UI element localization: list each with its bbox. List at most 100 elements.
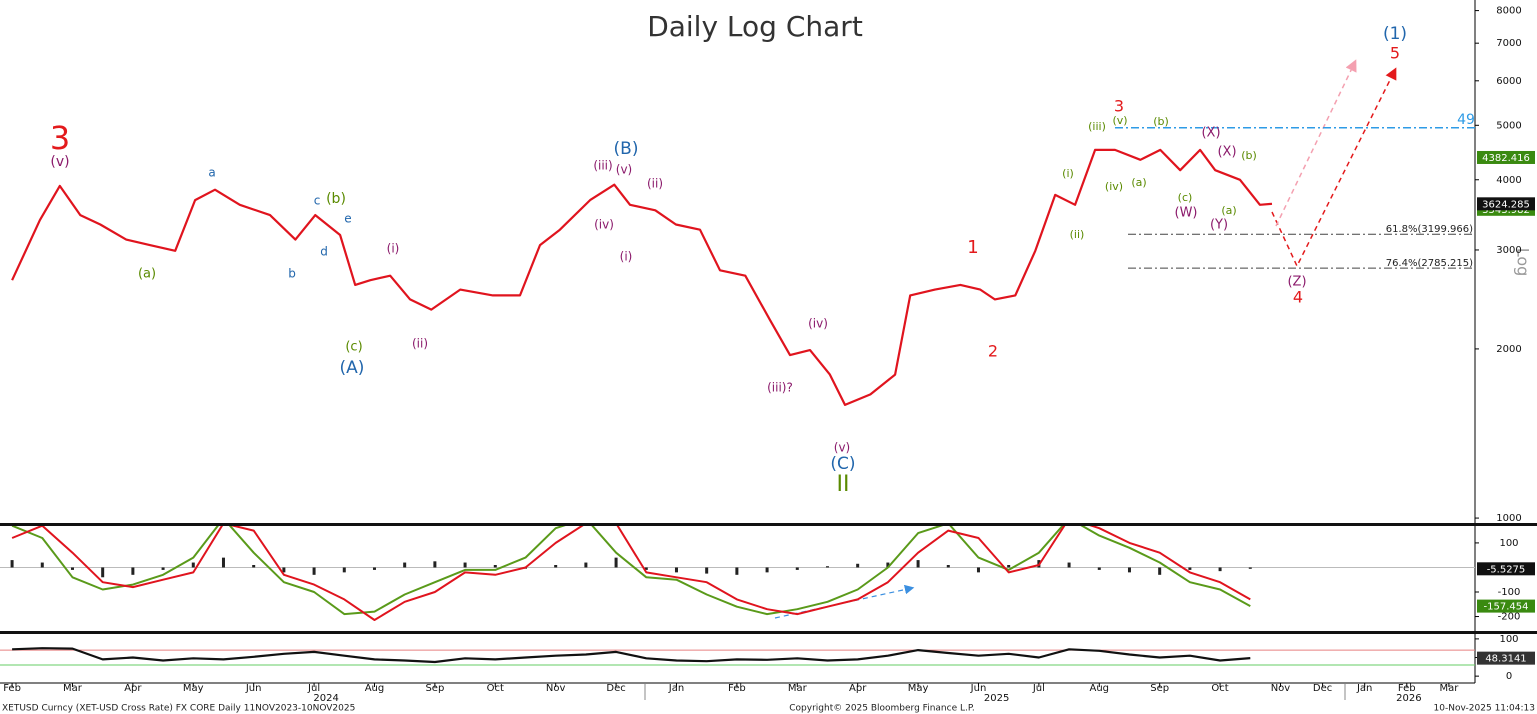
x-tick-label: Feb [728,683,746,694]
wave-label: 1 [967,237,978,258]
series-line [11,148,1273,406]
histogram-bar [10,560,14,568]
histogram-bar [705,567,709,574]
chart-title: Daily Log Chart [647,10,863,43]
wave-label: (Y) [1210,218,1228,233]
histogram-bar [825,566,829,568]
x-tick-label: Dec [606,683,625,694]
x-tick-label: Jan [1356,683,1372,694]
x-tick-label: Dec [1313,683,1332,694]
histogram-bar [433,561,437,568]
y-tick-label: 3000 [1496,245,1521,256]
y-tick-label: 6000 [1496,76,1521,87]
histogram-bar [463,562,467,568]
histogram-bar [674,567,678,573]
histogram-bar [131,567,135,575]
wave-label: (1) [1383,24,1407,44]
wave-label: (v) [834,441,850,455]
x-tick-label: May [908,683,929,694]
histogram-bar [644,567,648,570]
wave-label: (iii)? [767,381,793,395]
histogram-bar [886,562,890,568]
projection-arrow [1275,59,1357,227]
x-tick-label: Feb [3,683,21,694]
wave-label: (iii) [1088,120,1106,133]
histogram-bar [1218,567,1222,572]
wave-label: (v) [50,154,69,170]
x-tick-label: Apr [124,683,142,694]
histogram-bar [584,562,588,568]
histogram-bar [221,557,225,568]
panel [0,526,1475,621]
wave-label: c [314,194,321,208]
y-tick-label: 100 [1499,634,1518,645]
histogram-bar [161,567,165,570]
y-tick-label: -100 [1498,587,1521,598]
histogram-bar [916,560,920,568]
wave-label: (ii) [412,337,428,351]
wave-label: (i) [1062,167,1074,180]
histogram-bar [1158,567,1162,575]
histogram-bar [1248,567,1252,569]
x-tick-label: Apr [849,683,867,694]
x-tick-label: Jun [970,683,987,694]
last-value-box [1477,562,1535,576]
wave-label: (X) [1201,126,1220,141]
wave-label: (A) [340,358,365,378]
wave-label: (b) [1241,149,1257,162]
histogram-bar [1097,567,1101,570]
wave-label: b [288,267,296,281]
panel [0,647,1475,666]
y-tick-label: 5000 [1496,120,1521,131]
histogram-bar [946,565,950,568]
wave-label: (a) [1131,176,1146,189]
y-tick-label: 8000 [1496,6,1521,17]
panel [11,127,1475,406]
y-tick-label: 2000 [1496,344,1521,355]
histogram-bar [1007,565,1011,568]
footer-source: XETUSD Curncy (XET-USD Cross Rate) FX CO… [2,704,355,714]
wave-label: (B) [614,139,639,159]
wave-label: (v) [1112,114,1127,127]
y-tick-label: 0 [1506,671,1512,682]
histogram-bar [1067,562,1071,568]
x-tick-label: Aug [365,683,385,694]
histogram-bar [976,567,980,573]
series-line [11,526,1251,621]
histogram-bar [614,557,618,568]
wave-label: 2 [988,342,998,361]
x-tick-label: May [183,683,204,694]
fib-label: 61.8%(3199.966) [1386,224,1473,235]
projection-arrow [1271,67,1397,268]
wave-label: 4 [1293,288,1303,307]
histogram-bar [1127,567,1131,573]
footer-copyright: Copyright© 2025 Bloomberg Finance L.P. [789,704,974,714]
series-line [12,647,1251,664]
histogram-bar [856,563,860,568]
histogram-bar [765,567,769,573]
wave-label: (a) [138,267,156,282]
year-label: 2026 [1396,693,1421,704]
x-tick-label: Sep [425,683,444,694]
wave-label: 49 [1457,112,1475,128]
last-value-box [1477,150,1535,164]
footer-timestamp: 10-Nov-2025 11:04:13 [1434,704,1535,714]
histogram-bar [735,567,739,575]
wave-label: (iv) [808,317,828,331]
last-value-label: -5.5275 [1487,564,1526,575]
histogram-bar [70,567,74,570]
y-tick-label: 1000 [1496,513,1521,524]
x-tick-label: Nov [1271,683,1291,694]
last-value-box [1477,197,1535,211]
wave-label: (Z) [1287,275,1306,290]
last-value-box [1477,599,1535,613]
wave-label: d [320,245,328,259]
year-label: 2024 [313,693,338,704]
histogram-bar [101,567,105,578]
wave-label: (X) [1217,145,1236,160]
wave-label: (ii) [1070,228,1085,241]
y-tick-label: -200 [1498,612,1521,623]
x-tick-label: Mar [1439,683,1459,694]
